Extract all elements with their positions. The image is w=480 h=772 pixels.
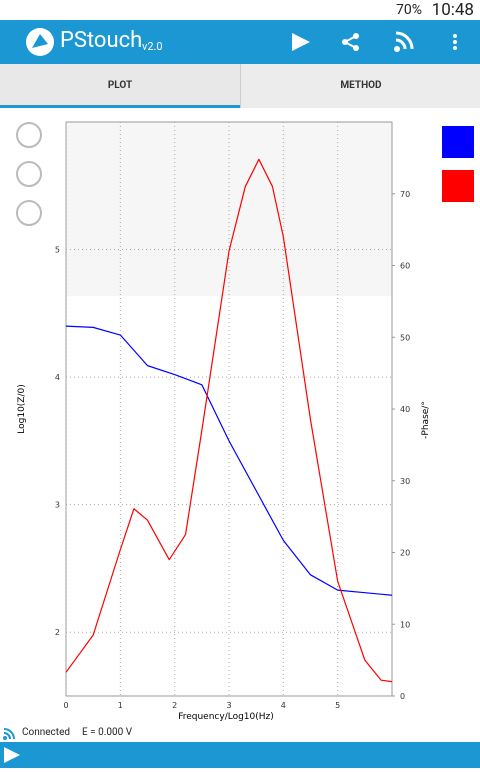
y2-tick-label: 20 — [400, 549, 410, 558]
app-name: PStouch — [60, 28, 143, 53]
y2-tick-label: 0 — [400, 692, 405, 701]
y-axis-label: Log10(Z/0) — [17, 384, 27, 433]
y2-axis-label: -Phase/° — [421, 401, 431, 439]
y2-tick-label: 50 — [400, 333, 410, 342]
y-tick-label: 3 — [55, 501, 60, 510]
run-button[interactable] — [0, 742, 24, 768]
y2-tick-label: 70 — [400, 190, 410, 199]
connection-status: Connected — [22, 727, 71, 738]
battery: 70% — [396, 2, 422, 18]
tab-plot[interactable]: PLOT — [0, 64, 240, 108]
footer: Connected E = 0.000 V — [0, 726, 480, 742]
zoom-tool[interactable] — [16, 122, 42, 148]
connection-icon — [3, 728, 15, 740]
connect-button[interactable] — [394, 31, 414, 52]
y2-tick-label: 30 — [400, 477, 410, 486]
app-version: v2.0 — [142, 40, 163, 53]
y2-tick-label: 40 — [400, 405, 410, 414]
share-button[interactable] — [342, 33, 359, 51]
side-tools — [16, 122, 42, 226]
y-tick-label: 2 — [55, 628, 60, 637]
x-tick-label: 4 — [281, 701, 286, 710]
toolbar-icons — [292, 31, 457, 52]
menu-button[interactable] — [453, 34, 457, 50]
y-tick-label: 5 — [55, 246, 60, 255]
bottom-bar — [0, 742, 480, 768]
app-bar: PStouch v2.0 — [0, 20, 480, 64]
x-tick-label: 3 — [226, 701, 231, 710]
clock: 10:48 — [431, 0, 474, 20]
x-tick-label: 5 — [335, 701, 340, 710]
settings-tool[interactable] — [16, 161, 42, 187]
x-tick-label: 1 — [118, 701, 123, 710]
tab-bar: PLOT METHOD — [0, 64, 480, 108]
y2-tick-label: 10 — [400, 620, 410, 629]
grid-tool[interactable] — [16, 200, 42, 226]
legend-swatch[interactable] — [442, 170, 474, 202]
x-tick-label: 0 — [63, 701, 68, 710]
series-line — [65, 325, 393, 596]
plot-shade — [66, 122, 392, 296]
chart: Frequency/Log10(Hz) Log10(Z/0) -Phase/° … — [16, 121, 474, 722]
tab-method[interactable]: METHOD — [240, 64, 480, 108]
x-tick-label: 2 — [172, 701, 177, 710]
status-bar: 70% 10:48 — [0, 0, 480, 20]
x-axis-label: Frequency/Log10(Hz) — [178, 712, 274, 722]
y2-tick-label: 60 — [400, 262, 410, 271]
app-logo — [26, 28, 54, 56]
potential: E = 0.000 V — [82, 727, 133, 738]
y-tick-label: 4 — [55, 373, 60, 382]
series-line — [65, 158, 393, 683]
play-button[interactable] — [292, 33, 310, 51]
legend-swatch[interactable] — [442, 126, 474, 158]
